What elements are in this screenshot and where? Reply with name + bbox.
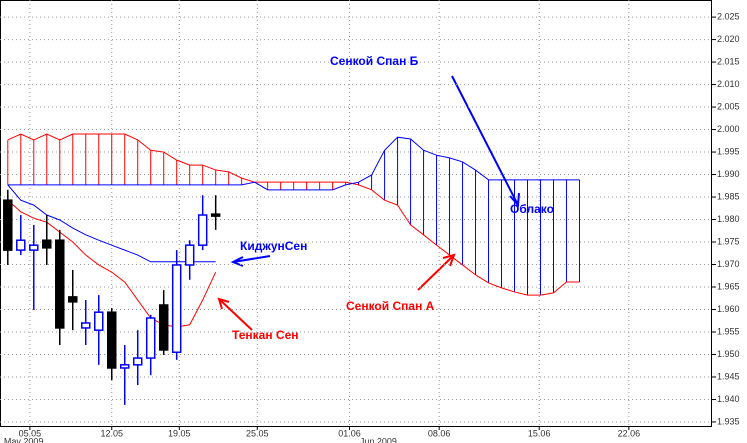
candle-body — [81, 322, 91, 329]
month-label: May 2009 — [4, 436, 44, 443]
x-tick-label: 25.05 — [246, 428, 269, 438]
y-tick-label: 1.975 — [717, 236, 740, 246]
x-tick-label: 15.06 — [528, 428, 551, 438]
y-tick-label: 1.990 — [717, 169, 740, 179]
y-tick-label: 1.940 — [717, 394, 740, 404]
y-tick-label: 1.985 — [717, 191, 740, 201]
y-tick-label: 1.980 — [717, 214, 740, 224]
x-tick-label: 19.05 — [168, 428, 191, 438]
y-tick-label: 2.020 — [717, 34, 740, 44]
candle-body — [158, 304, 169, 351]
y-tick-label: 1.950 — [717, 349, 740, 359]
annotation: Облако — [510, 202, 554, 216]
candle-body — [3, 199, 13, 251]
line — [7, 136, 580, 191]
annotation-arrows — [217, 75, 520, 331]
candle-body — [93, 311, 104, 331]
annotation: КиджунСен — [240, 239, 307, 253]
line — [7, 133, 580, 296]
arrow-span-b — [451, 75, 520, 208]
x-tick-label: 22.06 — [618, 428, 641, 438]
annotation: Сенкой Спан А — [346, 299, 435, 313]
y-tick-label: 1.970 — [717, 259, 740, 269]
candle-body — [55, 239, 65, 329]
candle-body — [119, 364, 130, 369]
annotation: Тенкан Сен — [232, 328, 299, 342]
y-tick-label: 2.005 — [717, 101, 740, 111]
x-tick-label: 05.05 — [19, 428, 42, 438]
month-label: Jun 2009 — [360, 436, 397, 443]
y-tick-label: 1.955 — [717, 326, 740, 336]
plot-frame — [0, 0, 712, 427]
arrow-span-a — [417, 253, 456, 291]
y-tick-label: 1.965 — [717, 281, 740, 291]
candle-body — [106, 311, 117, 369]
candle-body — [16, 239, 26, 251]
x-tick-label: 08.06 — [428, 428, 451, 438]
candle-body — [132, 357, 143, 366]
y-tick-label: 2.025 — [717, 11, 740, 21]
candle-body — [29, 244, 39, 251]
y-tick-label: 2.015 — [717, 56, 740, 66]
y-tick-label: 1.995 — [717, 146, 740, 156]
candle-body — [68, 296, 78, 303]
y-tick-label: 1.945 — [717, 371, 740, 381]
annotation: Сенкой Спан Б — [330, 54, 419, 68]
x-tick-label: 01.06 — [338, 428, 361, 438]
arrow-kijun — [230, 255, 271, 267]
candle-body — [184, 244, 195, 266]
line — [7, 184, 216, 263]
y-tick-label: 1.960 — [717, 304, 740, 314]
y-tick-label: 1.935 — [717, 416, 740, 426]
candle-body — [197, 214, 208, 246]
y-tick-label: 2.010 — [717, 79, 740, 89]
candle-body — [42, 239, 52, 249]
arrow-tenkan — [217, 297, 253, 331]
candle-body — [145, 317, 156, 359]
x-tick-label: 12.05 — [100, 428, 123, 438]
candle-body — [210, 213, 221, 217]
y-tick-label: 2.000 — [717, 124, 740, 134]
candle-body — [171, 264, 182, 353]
